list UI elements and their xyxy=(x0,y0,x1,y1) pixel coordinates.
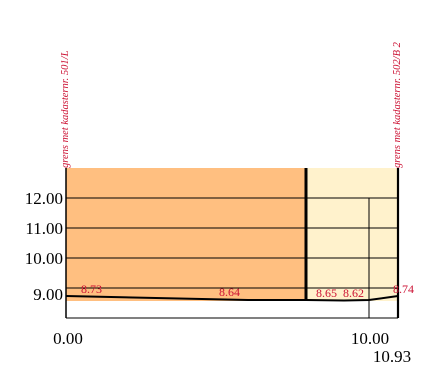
x-label-10-93: 10.93 xyxy=(373,347,411,366)
boundary-label-right: grens met kadasternr. 502/B 2 xyxy=(392,41,403,168)
left-zone xyxy=(66,168,306,301)
x-label-10: 10.00 xyxy=(351,329,389,348)
right-zone xyxy=(306,168,398,301)
elevation-label: 8.73 xyxy=(81,282,102,296)
elevation-label: 8.62 xyxy=(343,286,364,300)
y-label-12: 12.00 xyxy=(25,189,63,208)
y-label-10: 10.00 xyxy=(25,249,63,268)
elevation-label: 8.64 xyxy=(219,285,240,299)
boundary-label-left: grens met kadasternr. 501/L xyxy=(60,50,71,168)
y-label-9: 9.00 xyxy=(33,285,63,304)
ground-profile xyxy=(65,295,399,302)
y-label-11: 11.00 xyxy=(25,219,63,238)
elevation-label: 8.65 xyxy=(316,286,337,300)
x-label-0: 0.00 xyxy=(53,329,83,348)
elevation-label: 8.74 xyxy=(393,282,414,296)
